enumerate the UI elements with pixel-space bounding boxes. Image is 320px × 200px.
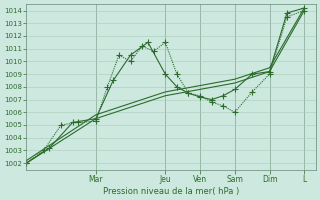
- X-axis label: Pression niveau de la mer( hPa ): Pression niveau de la mer( hPa ): [103, 187, 239, 196]
